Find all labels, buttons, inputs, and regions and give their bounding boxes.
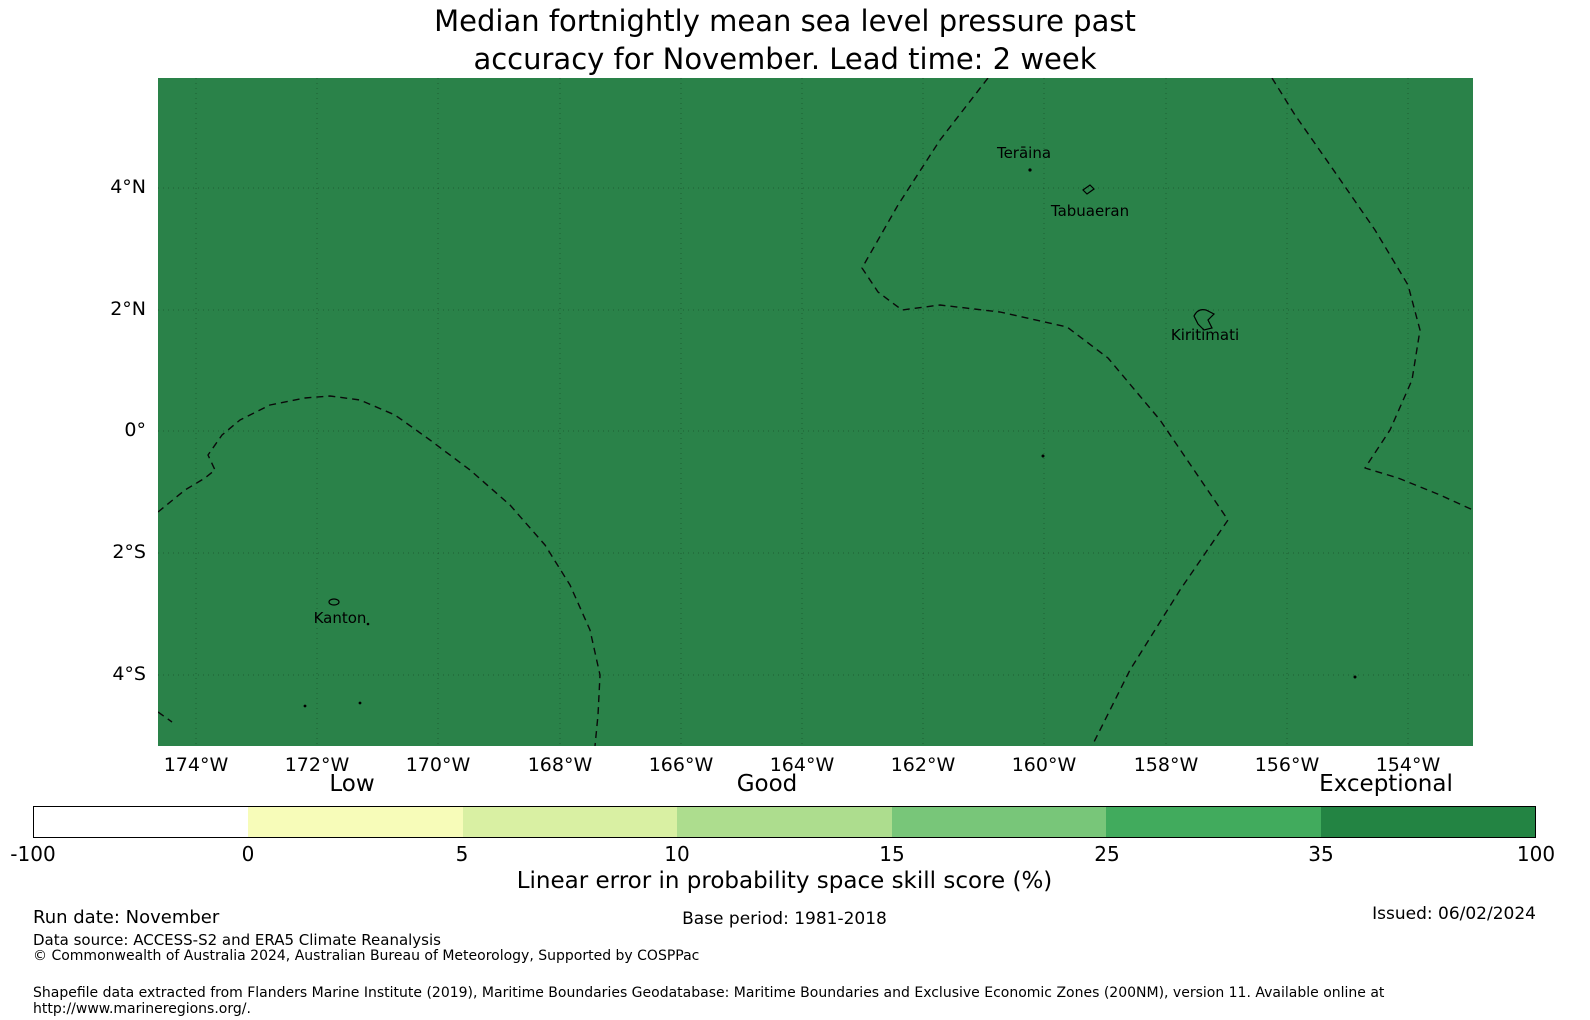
y-tick-label: 0° <box>124 419 146 441</box>
colorbar-category-exceptional: Exceptional <box>1319 771 1453 797</box>
colorbar-segment <box>677 807 892 837</box>
island-shapes <box>303 168 1357 708</box>
x-tick-label: 166°W <box>648 754 714 776</box>
colorbar-segment <box>34 807 249 837</box>
chart-title-line2: accuracy for November. Lead time: 2 week <box>473 42 1097 76</box>
colorbar-segment <box>462 807 678 837</box>
island-teraina <box>1028 168 1032 172</box>
islet-dot <box>358 701 362 705</box>
shapefile-attribution-text: Shapefile data extracted from Flanders M… <box>33 985 1385 1017</box>
colorbar-tick: 5 <box>455 842 469 866</box>
map-panel: Terāina Tabuaeran Kiritimati Kanton <box>158 78 1473 746</box>
island-kanton <box>328 598 340 606</box>
x-tick-label: 170°W <box>405 754 471 776</box>
map-canvas <box>158 78 1473 746</box>
x-tick-label: 162°W <box>890 754 956 776</box>
colorbar-segment <box>248 807 463 837</box>
island-kiritimati <box>1193 309 1216 331</box>
x-tick-label: 154°W <box>1375 754 1441 776</box>
place-label-kanton: Kanton <box>313 609 367 627</box>
copyright-text: © Commonwealth of Australia 2024, Austra… <box>33 948 700 964</box>
contour-line <box>158 395 601 746</box>
chart-title-line1: Median fortnightly mean sea level pressu… <box>434 4 1136 38</box>
colorbar-title: Linear error in probability space skill … <box>516 868 1053 894</box>
x-tick-label: 156°W <box>1254 754 1320 776</box>
colorbar-tick: 15 <box>879 842 905 866</box>
colorbar-segment <box>891 807 1107 837</box>
islet-dot <box>1353 675 1357 679</box>
contour-line <box>861 78 1229 746</box>
data-source-text: Data source: ACCESS-S2 and ERA5 Climate … <box>33 931 441 949</box>
x-tick-label: 168°W <box>527 754 593 776</box>
x-tick-label: 158°W <box>1133 754 1199 776</box>
x-tick-label: 174°W <box>163 754 229 776</box>
islet-dot <box>366 622 370 626</box>
run-date-text: Run date: November <box>33 907 220 928</box>
y-tick-label: 4°N <box>110 176 146 198</box>
place-label-teraina: Terāina <box>996 144 1052 162</box>
island-tabuaeran <box>1082 184 1095 195</box>
colorbar-segment <box>1320 807 1535 837</box>
colorbar-tick: 100 <box>1516 842 1556 866</box>
colorbar-category-good: Good <box>736 771 798 797</box>
x-tick-label: 160°W <box>1011 754 1077 776</box>
chart-title: Median fortnightly mean sea level pressu… <box>0 2 1570 78</box>
colorbar-tick: 0 <box>241 842 255 866</box>
colorbar-tick: 10 <box>664 842 690 866</box>
colorbar-segment <box>1106 807 1321 837</box>
issued-date-text: Issued: 06/02/2024 <box>1372 904 1536 924</box>
colorbar-category-low: Low <box>329 771 375 797</box>
graticule <box>158 78 1473 746</box>
boundary-contours <box>158 78 1473 746</box>
colorbar-tick: 35 <box>1308 842 1334 866</box>
x-tick-label: 172°W <box>284 754 350 776</box>
islet-dot <box>1041 454 1045 458</box>
place-label-tabuaeran: Tabuaeran <box>1050 202 1130 220</box>
x-tick-label: 164°W <box>769 754 835 776</box>
islet-dot <box>303 704 307 708</box>
contour-line <box>158 711 173 723</box>
colorbar-tick: 25 <box>1094 842 1120 866</box>
place-label-kiritimati: Kiritimati <box>1170 326 1240 344</box>
y-tick-label: 2°N <box>110 298 146 320</box>
base-period-text: Base period: 1981-2018 <box>682 909 887 929</box>
colorbar <box>33 806 1536 838</box>
y-tick-label: 2°S <box>112 541 146 563</box>
contour-line <box>1271 78 1473 511</box>
colorbar-tick: -100 <box>10 842 56 866</box>
y-tick-label: 4°S <box>112 663 146 685</box>
